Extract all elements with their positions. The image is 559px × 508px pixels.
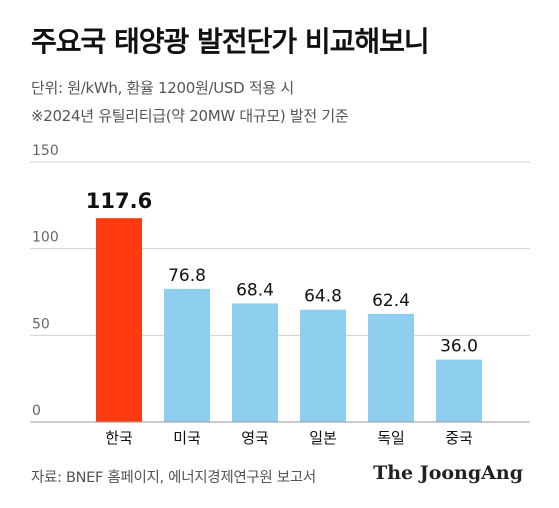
- brand-logo: The JoongAng: [373, 462, 523, 484]
- data-label: 64.8: [304, 287, 342, 307]
- y-tick-label: 0: [32, 403, 41, 419]
- data-label: 117.6: [86, 189, 152, 213]
- bar-2: [164, 288, 210, 422]
- bar-6: [436, 359, 482, 422]
- bar-3: [232, 303, 278, 422]
- y-tick-label: 100: [32, 230, 59, 246]
- chart-basis-note: ※2024년 유틸리티급(약 20MW 대규모) 발전 기준: [31, 107, 349, 125]
- bar-1: [96, 218, 142, 422]
- x-tick-label: 미국: [173, 429, 201, 447]
- bar-4: [300, 309, 346, 422]
- x-tick-label: 한국: [105, 429, 133, 447]
- x-tick-label: 독일: [377, 429, 405, 447]
- y-tick-label: 150: [32, 143, 59, 159]
- bar-5: [368, 313, 414, 422]
- source-note: 자료: BNEF 홈페이지, 에너지경제연구원 보고서: [31, 470, 316, 486]
- data-label: 36.0: [440, 337, 478, 357]
- x-tick-label: 일본: [309, 429, 337, 447]
- chart-unit-note: 단위: 원/kWh, 환율 1200원/USD 적용 시: [31, 79, 294, 97]
- x-tick-label: 영국: [241, 429, 269, 447]
- x-tick-label: 중국: [445, 429, 473, 447]
- chart-title: 주요국 태양광 발전단가 비교해보니: [31, 25, 430, 58]
- data-label: 62.4: [372, 291, 410, 311]
- data-label: 68.4: [236, 280, 274, 300]
- y-tick-label: 50: [32, 316, 50, 332]
- data-label: 76.8: [168, 266, 206, 286]
